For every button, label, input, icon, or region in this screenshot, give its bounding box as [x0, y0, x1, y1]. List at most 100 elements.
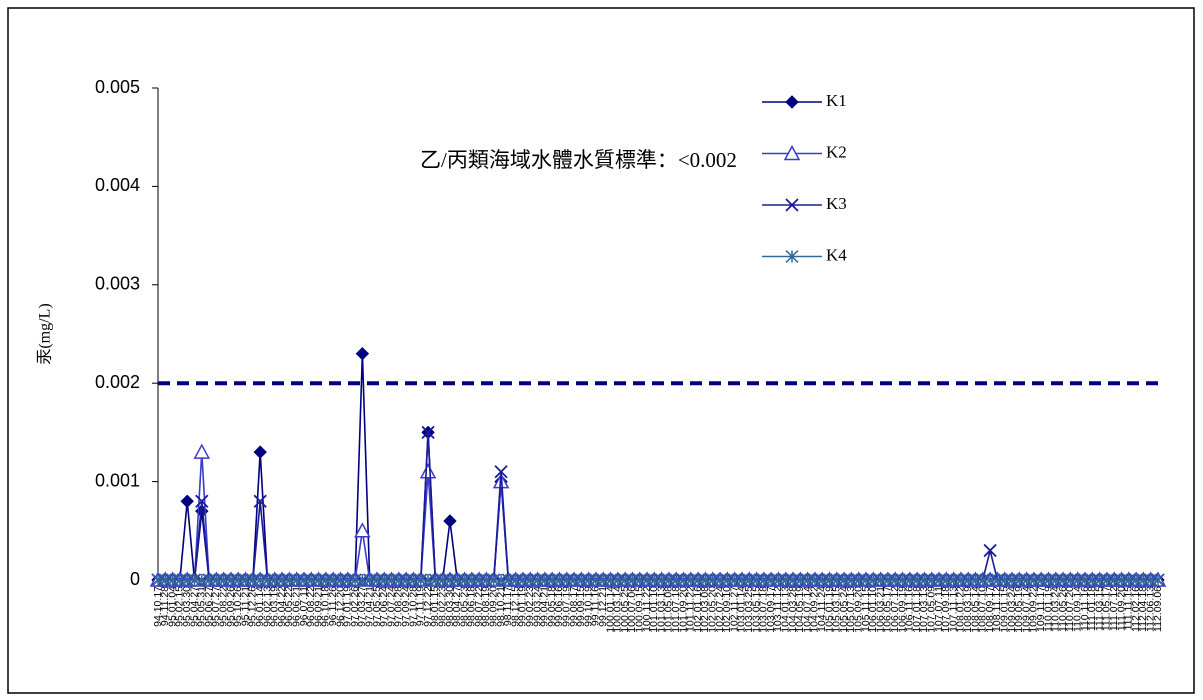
- x-tick-label: 96.09.21: [312, 586, 324, 627]
- x-tick-label: 96.12.20: [334, 586, 346, 627]
- x-tick-label: 105.11.15: [860, 586, 872, 632]
- x-tick-label: 95.01.04: [166, 586, 178, 627]
- x-tick-label: 98.02.23: [436, 586, 448, 627]
- x-tick-label: 107.09.18: [940, 586, 952, 633]
- x-tick-label: 101.07.18: [670, 586, 682, 633]
- x-tick-label: 108.01.22: [955, 586, 967, 633]
- x-tick-label: 96.06.21: [290, 586, 302, 627]
- x-tick-label: 98.09.20: [488, 586, 500, 627]
- x-tick-label: 110.05.26: [1057, 586, 1069, 632]
- x-tick-label: 96.03.19: [269, 586, 281, 627]
- x-tick-label: 108.09.17: [984, 586, 996, 633]
- x-tick-label: 99.07.19: [561, 586, 573, 627]
- x-tick-label: 107.07.11: [933, 586, 945, 632]
- x-tick-label: 105.01.19: [823, 586, 835, 633]
- x-tick-label: 98.08.19: [480, 586, 492, 627]
- x-tick-label: 95.05.31: [196, 586, 208, 627]
- x-tick-label: 98.10.21: [495, 586, 507, 627]
- x-tick-label: 104.11.24: [816, 586, 828, 632]
- x-tick-label: 96.07.11: [298, 586, 310, 626]
- legend-marker: [783, 144, 801, 161]
- x-tick-label: 99.08.17: [568, 586, 580, 627]
- x-tick-label: 95.12.26: [247, 586, 259, 627]
- x-tick-label: 105.05.24: [838, 586, 850, 633]
- x-tick-label: 100.11.22: [641, 586, 653, 632]
- x-tick-label: 101.09.20: [677, 586, 689, 633]
- legend-label: K1: [826, 91, 847, 110]
- x-tick-label: 98.03.30: [444, 586, 456, 627]
- legend-label: K2: [826, 142, 847, 161]
- x-tick-label: 95.10.26: [232, 586, 244, 627]
- x-tick-label: 100.01.14: [604, 586, 616, 633]
- x-tick-label: 110.03.24: [1050, 586, 1062, 632]
- x-tick-label: 96.01.14: [254, 586, 266, 627]
- x-tick-label: 104.03.28: [787, 586, 799, 633]
- x-tick-label: 101.05.08: [663, 586, 675, 633]
- x-tick-label: 99.11.16: [590, 586, 602, 626]
- x-tick-label: 107.11.13: [947, 586, 959, 632]
- x-tick-label: 96.11.26: [327, 586, 339, 626]
- x-tick-label: 99.04.21: [539, 586, 551, 627]
- marker: [421, 425, 435, 440]
- x-tick-label: 108.03.19: [962, 586, 974, 633]
- x-tick-label: 98.12.15: [509, 586, 521, 627]
- x-tick-label: 96.08.22: [305, 586, 317, 627]
- x-tick-label: 106.09.19: [896, 586, 908, 633]
- x-tick-label: 95.07.27: [210, 586, 222, 627]
- x-tick-label: 99.12.21: [597, 586, 609, 627]
- marker: [253, 445, 267, 459]
- x-tick-label: 97.08.28: [393, 586, 405, 627]
- x-tick-label: 98.11.17: [502, 586, 514, 626]
- x-tick-label: 99.10.19: [582, 586, 594, 627]
- x-tick-label: 103.01.14: [736, 586, 748, 633]
- x-tick-label: 105.09.20: [853, 586, 865, 633]
- x-tick-label: 110.09.14: [1071, 586, 1083, 632]
- x-tick-label: 108.05.14: [969, 586, 981, 633]
- x-tick-label: 112.02.16: [1130, 586, 1142, 632]
- marker: [355, 346, 370, 361]
- x-tick-label: 98.05.23: [458, 586, 470, 627]
- x-tick-label: 103.07.18: [758, 586, 770, 633]
- x-tick-label: 109.09.22: [1028, 586, 1040, 633]
- legend-marker: [785, 249, 799, 264]
- x-tick-label: 94.10.17: [152, 586, 164, 627]
- x-tick-label: 95.03.30: [181, 586, 193, 627]
- x-tick-label: 108.07.10: [977, 586, 989, 633]
- x-tick-label: 98.06.18: [466, 586, 478, 627]
- marker: [983, 543, 997, 558]
- x-tick-label: 94.11.28: [159, 586, 171, 626]
- x-tick-label: 95.02.15: [174, 586, 186, 627]
- x-tick-label: 109.01.15: [998, 586, 1010, 633]
- x-tick-label: 97.01.19: [342, 586, 354, 627]
- x-tick-label: 98.01.15: [429, 586, 441, 627]
- x-tick-label: 97.03.27: [356, 586, 368, 627]
- x-tick-label: 102.05.20: [707, 586, 719, 633]
- x-tick-label: 110.01.19: [1042, 586, 1054, 632]
- x-tick-label: 103.11.12: [772, 586, 784, 632]
- x-tick-label: 104.09.22: [809, 586, 821, 633]
- y-tick-label: 0: [130, 569, 140, 589]
- x-tick-label: 106.01.10: [867, 586, 879, 633]
- x-tick-label: 99.02.23: [524, 586, 536, 627]
- x-tick-label: 100.07.06: [626, 586, 638, 633]
- x-tick-label: 109.07.14: [1020, 586, 1032, 633]
- x-tick-label: 95.06.27: [203, 586, 215, 627]
- x-tick-label: 108.11.12: [991, 586, 1003, 632]
- x-tick-label: 95.11.21: [239, 586, 251, 626]
- x-tick-label: 99.09.15: [575, 586, 587, 627]
- x-tick-label: 104.07.14: [801, 586, 813, 633]
- x-tick-label: 107.03.13: [918, 586, 930, 633]
- x-tick-label: 110.07.20: [1064, 586, 1076, 632]
- x-tick-label: 101.11.22: [685, 586, 697, 632]
- x-tick-label: 96.10.18: [320, 586, 332, 627]
- x-tick-label: 105.03.15: [831, 586, 843, 633]
- x-tick-label: 97.04.21: [363, 586, 375, 627]
- legend-marker: [785, 95, 799, 109]
- x-tick-label: 103.09.17: [765, 586, 777, 633]
- x-tick-label: 111.01.18: [1086, 586, 1098, 631]
- marker: [419, 463, 437, 479]
- x-tick-label: 111.05.17: [1101, 586, 1113, 631]
- x-tick-label: 106.03.21: [874, 586, 886, 633]
- x-tick-label: 100.05.25: [619, 586, 631, 633]
- x-tick-label: 106.05.17: [882, 586, 894, 633]
